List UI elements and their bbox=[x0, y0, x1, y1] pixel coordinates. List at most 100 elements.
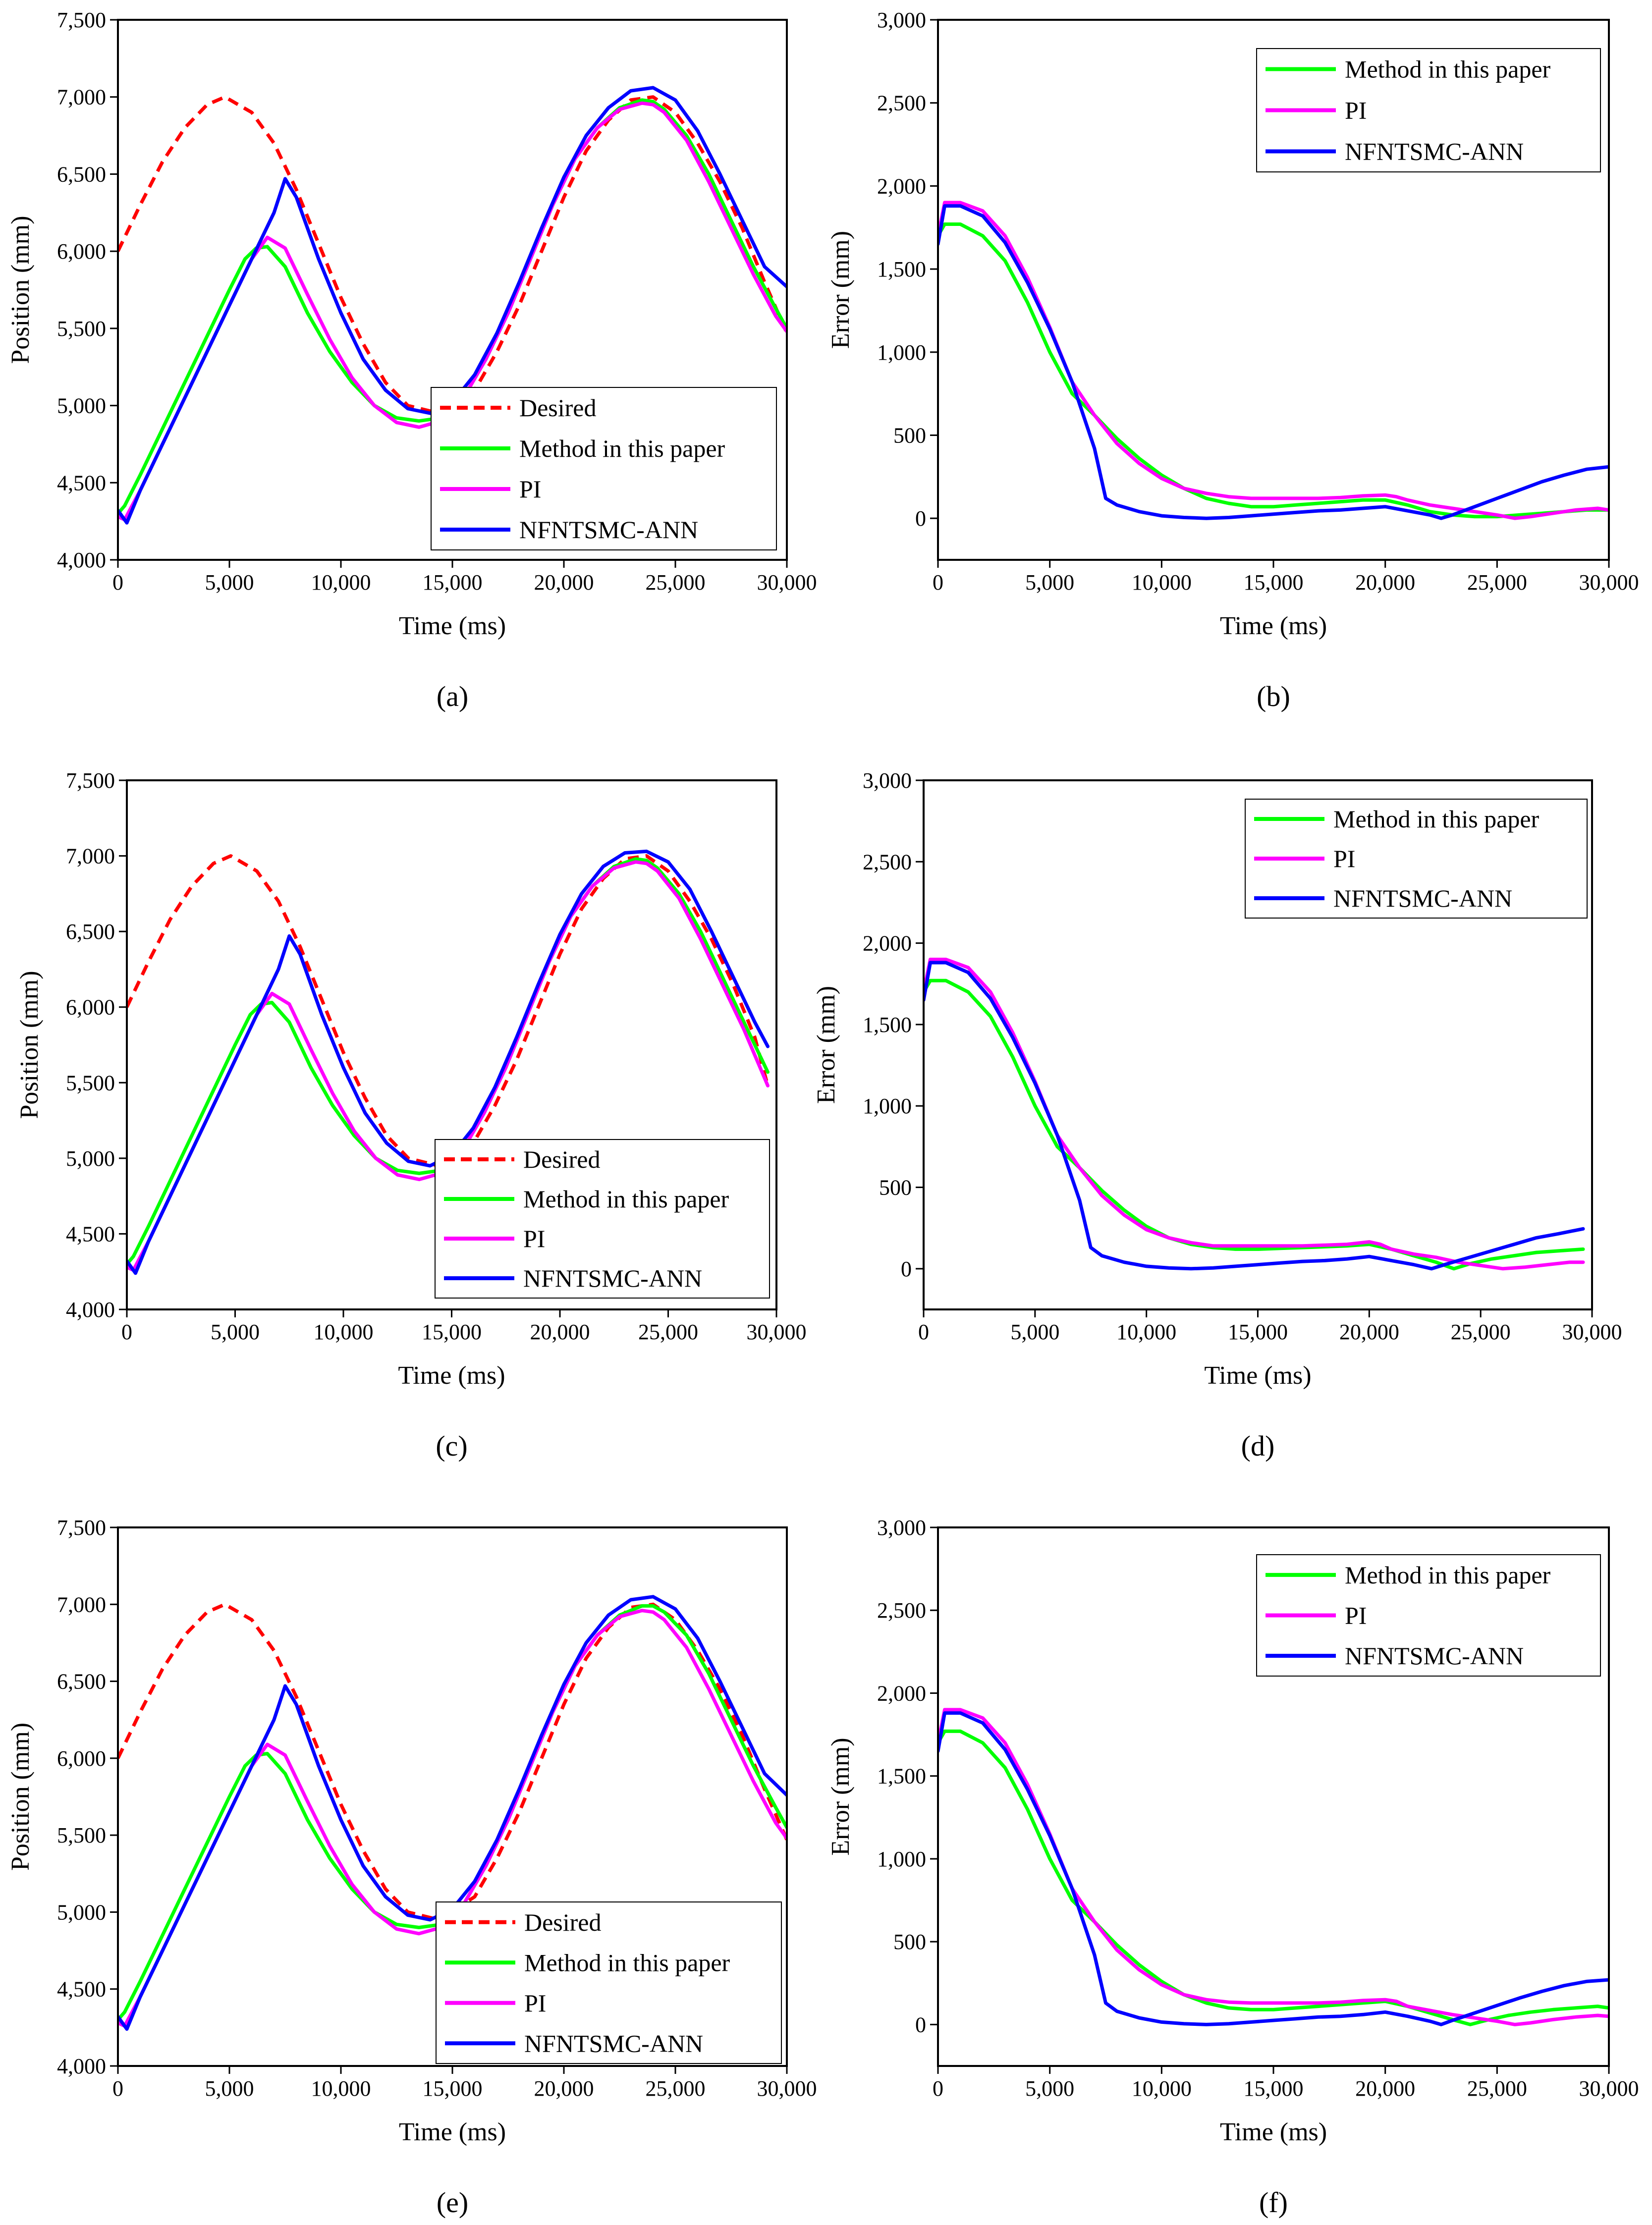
series-line-1 bbox=[938, 1729, 1609, 2026]
x-tick-label: 0 bbox=[121, 1320, 132, 1344]
y-axis-label: Position (mm) bbox=[6, 216, 35, 364]
x-axis-label: Time (ms) bbox=[1220, 2118, 1327, 2146]
x-tick-label: 25,000 bbox=[1451, 1320, 1511, 1344]
x-axis-label: Time (ms) bbox=[1220, 612, 1327, 640]
legend-label: NFNTSMC-ANN bbox=[524, 2029, 703, 2057]
legend-label: PI bbox=[523, 1225, 545, 1252]
y-tick-label: 4,500 bbox=[57, 1977, 106, 2002]
chart-panel: 0 5,000 10,000 15,000 20,000 25,000 30,000 0 500… bbox=[812, 768, 1622, 1462]
panel-label: (f) bbox=[1259, 2186, 1288, 2219]
y-tick-label: 1,000 bbox=[863, 1094, 912, 1118]
y-tick-label: 1,500 bbox=[877, 257, 926, 281]
x-tick-label: 20,000 bbox=[1355, 570, 1415, 595]
y-tick-label: 1,000 bbox=[877, 1847, 926, 1871]
legend-label: Desired bbox=[519, 394, 597, 422]
y-tick-label: 2,000 bbox=[863, 931, 912, 956]
chart-panel: 0 5,000 10,000 15,000 20,000 25,000 30,000 4,00… bbox=[6, 8, 817, 712]
x-tick-label: 25,000 bbox=[1467, 570, 1527, 595]
y-tick-label: 500 bbox=[879, 1176, 912, 1200]
x-tick-label: 0 bbox=[918, 1320, 929, 1344]
y-tick-label: 5,000 bbox=[57, 394, 106, 418]
legend-label: PI bbox=[524, 1989, 546, 2017]
x-tick-label: 25,000 bbox=[638, 1320, 698, 1344]
series-line-1 bbox=[924, 978, 1585, 1271]
x-tick-label: 0 bbox=[933, 570, 943, 595]
legend-label: Method in this paper bbox=[524, 1949, 730, 1976]
x-axis-label: Time (ms) bbox=[1204, 1361, 1311, 1390]
y-tick-label: 0 bbox=[915, 506, 926, 531]
legend-box bbox=[436, 1901, 782, 2064]
legend-box bbox=[431, 387, 777, 550]
x-axis-label: Time (ms) bbox=[398, 1361, 505, 1390]
chart-panel: 0 5,000 10,000 15,000 20,000 25,000 30,000 4,00… bbox=[6, 1516, 817, 2219]
legend: Desired Method in this paper PI NFNTSMC-ANN bbox=[435, 1139, 770, 1299]
y-tick-label: 6,000 bbox=[66, 995, 115, 1020]
series-line-3 bbox=[938, 204, 1609, 520]
y-tick-label: 2,500 bbox=[863, 850, 912, 874]
x-axis-label: Time (ms) bbox=[399, 612, 506, 640]
legend-label: NFNTSMC-ANN bbox=[523, 1264, 702, 1292]
y-axis-label: Error (mm) bbox=[812, 986, 840, 1104]
x-tick-label: 30,000 bbox=[747, 1320, 807, 1344]
legend-label: NFNTSMC-ANN bbox=[1345, 138, 1524, 165]
x-axis-label: Time (ms) bbox=[399, 2118, 506, 2146]
series-line-4 bbox=[118, 86, 787, 525]
y-tick-label: 2,500 bbox=[877, 91, 926, 115]
series-line-2 bbox=[938, 201, 1609, 520]
legend: Desired Method in this paper PI NFNTSMC-ANN bbox=[436, 1901, 782, 2064]
x-tick-label: 5,000 bbox=[1025, 570, 1074, 595]
legend: Desired Method in this paper PI NFNTSMC-ANN bbox=[431, 387, 777, 550]
y-tick-label: 7,000 bbox=[57, 1592, 106, 1617]
y-tick-label: 1,500 bbox=[877, 1764, 926, 1789]
y-tick-label: 4,500 bbox=[66, 1222, 115, 1246]
x-tick-label: 5,000 bbox=[1025, 2076, 1074, 2101]
legend-label: PI bbox=[1333, 845, 1355, 872]
y-tick-label: 4,000 bbox=[57, 548, 106, 572]
series-line-2 bbox=[938, 1708, 1609, 2026]
y-tick-label: 6,500 bbox=[57, 162, 106, 186]
panel-label: (d) bbox=[1241, 1430, 1275, 1462]
y-tick-label: 7,000 bbox=[66, 844, 115, 868]
x-tick-label: 30,000 bbox=[1579, 2076, 1639, 2101]
y-tick-label: 500 bbox=[893, 423, 926, 447]
legend-label: PI bbox=[1345, 97, 1367, 124]
x-tick-label: 15,000 bbox=[423, 2076, 483, 2101]
legend-label: NFNTSMC-ANN bbox=[519, 516, 698, 543]
legend-label: Method in this paper bbox=[523, 1185, 729, 1213]
y-axis-label: Error (mm) bbox=[826, 231, 855, 349]
y-tick-label: 3,000 bbox=[863, 768, 912, 793]
legend-label: Desired bbox=[523, 1145, 601, 1173]
x-tick-label: 5,000 bbox=[211, 1320, 260, 1344]
y-tick-label: 6,000 bbox=[57, 239, 106, 264]
y-tick-label: 7,000 bbox=[57, 85, 106, 109]
series-line-3 bbox=[938, 1711, 1609, 2026]
legend-label: Method in this paper bbox=[519, 434, 725, 462]
y-axis-label: Position (mm) bbox=[6, 1723, 35, 1871]
y-tick-label: 1,000 bbox=[877, 340, 926, 365]
y-tick-label: 500 bbox=[893, 1930, 926, 1954]
x-tick-label: 15,000 bbox=[423, 570, 483, 595]
y-tick-label: 3,000 bbox=[877, 8, 926, 32]
x-tick-label: 10,000 bbox=[1116, 1320, 1176, 1344]
x-tick-label: 15,000 bbox=[1244, 2076, 1304, 2101]
x-tick-label: 20,000 bbox=[1355, 2076, 1415, 2101]
y-tick-label: 5,500 bbox=[57, 1823, 106, 1847]
legend-label: NFNTSMC-ANN bbox=[1333, 884, 1512, 912]
y-tick-label: 5,000 bbox=[57, 1900, 106, 1924]
legend-label: PI bbox=[519, 475, 541, 503]
legend: Method in this paper PI NFNTSMC-ANN bbox=[1256, 48, 1601, 172]
x-tick-label: 15,000 bbox=[1244, 570, 1304, 595]
y-tick-label: 0 bbox=[901, 1257, 912, 1281]
series-line-1 bbox=[938, 222, 1609, 519]
legend-label: NFNTSMC-ANN bbox=[1345, 1642, 1524, 1670]
y-tick-label: 2,500 bbox=[877, 1598, 926, 1623]
y-tick-label: 6,000 bbox=[57, 1746, 106, 1771]
x-tick-label: 30,000 bbox=[757, 2076, 817, 2101]
legend: Method in this paper PI NFNTSMC-ANN bbox=[1256, 1554, 1601, 1677]
x-tick-label: 25,000 bbox=[646, 2076, 706, 2101]
series-line-1 bbox=[127, 854, 770, 1168]
y-axis-label: Error (mm) bbox=[826, 1737, 855, 1855]
y-tick-label: 4,500 bbox=[57, 471, 106, 495]
y-tick-label: 2,000 bbox=[877, 174, 926, 198]
y-tick-label: 3,000 bbox=[877, 1516, 926, 1540]
